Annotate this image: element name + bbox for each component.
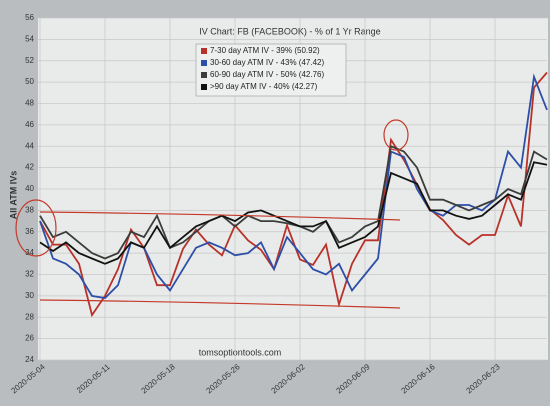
- legend-swatch: [201, 72, 207, 78]
- y-tick-label: 44: [25, 141, 34, 150]
- annotation-circle: [15, 199, 57, 257]
- y-tick-label: 28: [25, 312, 34, 321]
- y-tick-label: 54: [25, 34, 34, 43]
- y-tick-label: 46: [25, 120, 34, 129]
- y-tick-label: 42: [25, 163, 34, 172]
- legend-swatch: [201, 84, 207, 90]
- series-line: [39, 73, 548, 299]
- y-tick-label: 26: [25, 334, 34, 343]
- y-tick-label: 56: [25, 13, 34, 22]
- annotation-circle: [383, 119, 409, 151]
- legend-label: 7-30 day ATM IV - 39% (50.92): [210, 46, 320, 55]
- y-tick-label: 40: [25, 184, 34, 193]
- lines: [39, 71, 548, 318]
- series-line: [39, 145, 548, 260]
- y-tick-label: 50: [25, 77, 34, 86]
- legend-swatch: [201, 60, 207, 66]
- annotation-line: [39, 211, 401, 221]
- annotations: [15, 119, 409, 309]
- y-tick-label: 48: [25, 99, 34, 108]
- y-axis-label: All ATM IVs: [8, 171, 18, 220]
- y-tick-label: 38: [25, 205, 34, 214]
- legend-label: 30-60 day ATM IV - 43% (47.42): [210, 58, 324, 67]
- y-tick-label: 30: [25, 291, 34, 300]
- legend-label: >90 day ATM IV - 40% (42.27): [210, 82, 318, 91]
- series-line: [39, 161, 548, 265]
- y-tick-label: 52: [25, 56, 34, 65]
- chart-title: IV Chart: FB (FACEBOOK) - % of 1 Yr Rang…: [199, 26, 380, 36]
- legend-swatch: [201, 48, 207, 54]
- legend-box: [195, 43, 347, 97]
- legend: 7-30 day ATM IV - 39% (50.92) 30-60 day A…: [195, 43, 347, 97]
- y-tick-label: 34: [25, 248, 34, 257]
- annotation-line: [39, 299, 401, 309]
- watermark: tomsoptiontools.com: [199, 347, 282, 357]
- y-tick-label: 32: [25, 270, 34, 279]
- y-tick-label: 36: [25, 227, 34, 236]
- y-tick-label: 24: [25, 355, 34, 364]
- legend-label: 60-90 day ATM IV - 50% (42.76): [210, 70, 324, 79]
